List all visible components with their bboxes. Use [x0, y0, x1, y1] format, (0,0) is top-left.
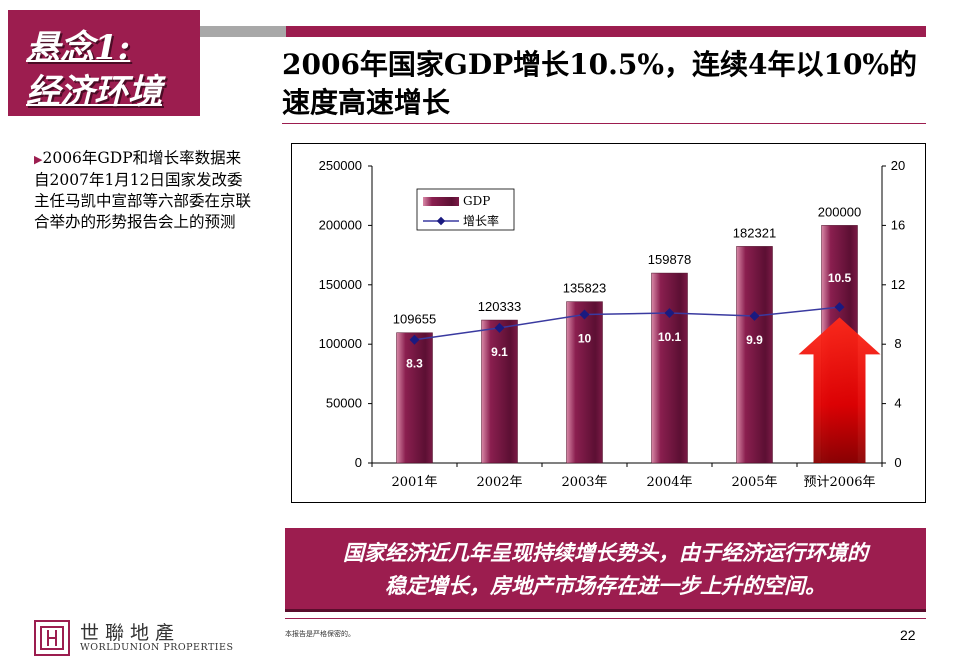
- gdp-value-label: 159878: [648, 252, 691, 267]
- legend-rate-marker: [436, 216, 446, 226]
- growth-rate-point: [494, 322, 505, 333]
- topic-tag-line2: 经济环境: [26, 72, 162, 112]
- right-axis-tick-label: 12: [891, 277, 905, 292]
- gdp-bar: [481, 319, 518, 464]
- confidential-note: 本报告是严格保密的。: [285, 630, 355, 638]
- slide-title: 2006年国家GDP增长10.5%，连续4年以10%的 速度高速增长: [282, 46, 932, 122]
- company-name-en: WORLDUNION PROPERTIES: [80, 642, 234, 653]
- header-gray-bar: [200, 26, 286, 37]
- conclusion-line1: 国家经济近几年呈现持续增长势头，由于经济运行环境的: [343, 540, 868, 565]
- gdp-value-label: 135823: [563, 281, 606, 296]
- x-axis-tick-label: 2003年: [561, 475, 607, 490]
- x-axis-tick-label: 2001年: [391, 475, 437, 490]
- gdp-bar: [566, 301, 603, 464]
- left-axis-tick-label: 150000: [319, 277, 362, 292]
- right-axis-tick-label: 20: [891, 158, 905, 173]
- left-axis-tick-label: 50000: [326, 396, 362, 411]
- legend-box: [416, 188, 515, 231]
- right-axis-tick-label: 8: [894, 336, 901, 351]
- growth-rate-label: 9.9: [746, 333, 763, 347]
- right-axis-tick-label: 16: [891, 217, 905, 232]
- gdp-bar: [736, 246, 773, 464]
- growth-rate-line: [414, 306, 840, 341]
- growth-rate-point: [664, 308, 675, 318]
- x-axis-tick-label: 2002年: [476, 475, 522, 490]
- footer-divider: [285, 618, 926, 619]
- slide-title-line1: 2006年国家GDP增长10.5%，连续4年以10%的: [282, 48, 918, 81]
- company-name-cn: 世聯地產: [80, 622, 181, 644]
- chart-legend: GDP 增长率: [416, 188, 515, 231]
- topic-tag-line1: 悬念1:: [26, 28, 131, 68]
- growth-rate-label: 10.1: [658, 330, 682, 344]
- side-note: ▶2006年GDP和增长率数据来自2007年1月12日国家发改委主任马凯中宣部等…: [34, 148, 256, 233]
- legend-gdp-swatch: [423, 197, 459, 206]
- growth-arrow-icon: [798, 317, 881, 463]
- header-accent-bar: [286, 26, 926, 37]
- conclusion-banner: 国家经济近几年呈现持续增长势头，由于经济运行环境的 稳定增长，房地产市场存在进一…: [285, 528, 926, 612]
- growth-rate-label: 10: [578, 332, 592, 346]
- legend-gdp-label: GDP: [463, 194, 490, 208]
- side-note-text: 2006年GDP和增长率数据来自2007年1月12日国家发改委主任马凯中宣部等六…: [34, 149, 252, 231]
- x-axis-tick-label: 2004年: [646, 475, 692, 490]
- growth-rate-point: [579, 309, 590, 320]
- page-number: 22: [900, 627, 916, 643]
- gdp-chart: 0 50000 100000 150000 200000 250000 0 4 8 12 16 20 2…: [319, 158, 906, 490]
- growth-rate-point: [834, 302, 845, 313]
- x-axis-tick-label: 2005年: [731, 475, 777, 490]
- left-axis-tick-label: 200000: [319, 217, 362, 232]
- topic-tag: 悬念1: 经济环境: [8, 10, 200, 116]
- gdp-bar: [651, 272, 688, 464]
- right-axis-tick-label: 0: [894, 455, 901, 470]
- legend-rate-label: 增长率: [463, 213, 499, 228]
- company-logo-icon: [34, 620, 70, 656]
- slide-title-line2: 速度高速增长: [282, 86, 451, 119]
- growth-rate-point: [749, 311, 760, 321]
- growth-rate-label: 8.3: [406, 357, 423, 371]
- x-axis-tick-label: 预计2006年: [803, 475, 875, 490]
- bullet-triangle-icon: ▶: [34, 153, 43, 166]
- left-axis-tick-label: 250000: [319, 158, 362, 173]
- left-axis-tick-label: 0: [355, 455, 362, 470]
- left-axis-tick-label: 100000: [319, 336, 362, 351]
- title-divider: [282, 123, 926, 124]
- gdp-value-label: 182321: [733, 225, 776, 240]
- gdp-value-label: 120333: [478, 299, 521, 314]
- right-axis-tick-label: 4: [894, 396, 901, 411]
- growth-rate-label: 9.1: [491, 345, 508, 359]
- gdp-value-label: 200000: [818, 204, 861, 219]
- conclusion-line2: 稳定增长，房地产市场存在进一步上升的空间。: [385, 573, 826, 598]
- gdp-bar: [396, 332, 433, 464]
- gdp-chart-frame: 0 50000 100000 150000 200000 250000 0 4 8 12 16 20 2…: [291, 143, 926, 503]
- growth-rate-label: 10.5: [828, 271, 852, 285]
- gdp-value-label: 109655: [393, 312, 436, 327]
